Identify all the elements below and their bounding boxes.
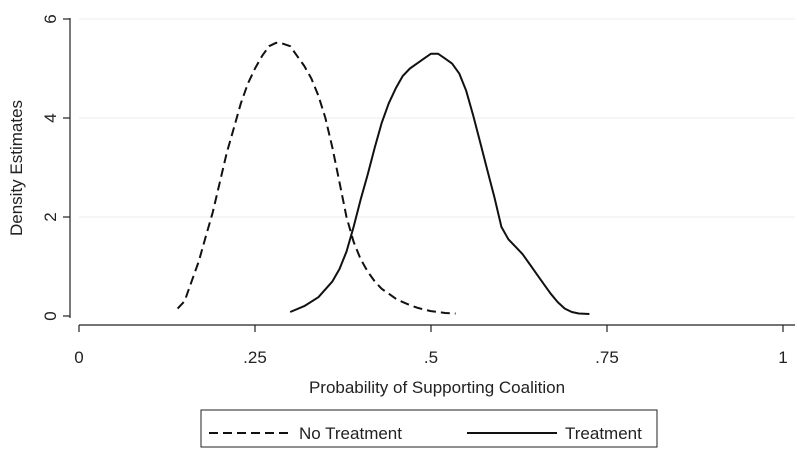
series-layer <box>176 41 590 315</box>
y-tick-label: 6 <box>41 14 60 23</box>
legend-label-no-treatment: No Treatment <box>299 424 402 443</box>
plot-area <box>79 18 795 324</box>
gridlines <box>79 18 795 218</box>
x-tick-label: 0 <box>74 348 83 367</box>
legend: No Treatment Treatment <box>200 409 658 448</box>
x-tick-label: 1 <box>778 348 787 367</box>
y-axis-title: Density Estimates <box>7 100 26 236</box>
legend-box <box>200 409 658 448</box>
x-tick-label: .25 <box>243 348 267 367</box>
series-line-treatment <box>289 52 590 315</box>
x-axis-title: Probability of Supporting Coalition <box>309 378 565 397</box>
x-tick-label: .75 <box>595 348 619 367</box>
series-line-no-treatment <box>176 41 456 315</box>
y-tick-label: 0 <box>41 311 60 320</box>
y-tick-label: 2 <box>41 212 60 221</box>
x-axis-ticks: 0 .25 .5 .75 1 <box>74 325 788 367</box>
x-tick-label: .5 <box>424 348 438 367</box>
legend-label-treatment: Treatment <box>565 424 642 443</box>
y-axis-ticks: 0 2 4 6 <box>41 14 70 321</box>
y-tick-label: 4 <box>41 113 60 122</box>
